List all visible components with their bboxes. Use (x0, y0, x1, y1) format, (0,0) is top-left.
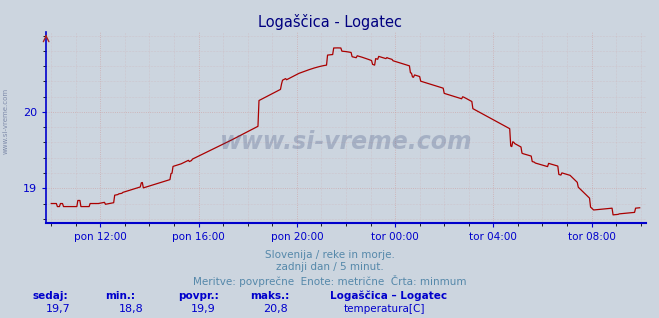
Text: www.si-vreme.com: www.si-vreme.com (219, 130, 473, 155)
Text: Logaščica - Logatec: Logaščica - Logatec (258, 14, 401, 30)
Text: Logaščica – Logatec: Logaščica – Logatec (330, 291, 447, 301)
Text: 20,8: 20,8 (264, 304, 289, 314)
Text: 18,8: 18,8 (119, 304, 144, 314)
Text: povpr.:: povpr.: (178, 291, 219, 301)
Text: Meritve: povprečne  Enote: metrične  Črta: minmum: Meritve: povprečne Enote: metrične Črta:… (192, 275, 467, 287)
Text: 19,9: 19,9 (191, 304, 216, 314)
Text: maks.:: maks.: (250, 291, 290, 301)
Text: 19,7: 19,7 (46, 304, 71, 314)
Text: sedaj:: sedaj: (33, 291, 69, 301)
Text: min.:: min.: (105, 291, 136, 301)
Text: www.si-vreme.com: www.si-vreme.com (2, 88, 9, 154)
Text: temperatura[C]: temperatura[C] (344, 304, 426, 314)
Text: zadnji dan / 5 minut.: zadnji dan / 5 minut. (275, 262, 384, 272)
Text: Slovenija / reke in morje.: Slovenija / reke in morje. (264, 250, 395, 259)
